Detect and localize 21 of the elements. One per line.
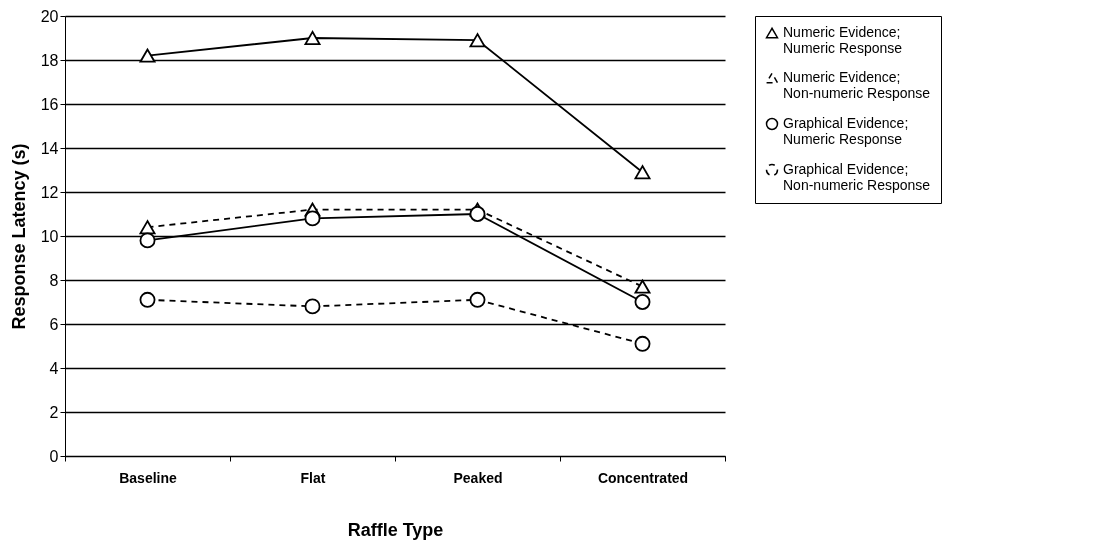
x-tick-label: Peaked: [453, 469, 503, 486]
y-tick-label: 12: [40, 183, 59, 201]
y-tick-label: 8: [49, 271, 59, 289]
y-tick-label: 6: [49, 315, 59, 333]
legend-label: Graphical Evidence; Numeric Response: [783, 115, 909, 147]
y-tick-label: 20: [40, 7, 59, 25]
y-axis-title: Response Latency (s): [8, 143, 29, 330]
x-tick-label: Flat: [300, 469, 326, 486]
y-tick-label: 4: [49, 359, 59, 377]
y-tick-label: 14: [40, 139, 59, 157]
y-tick-label: 10: [40, 227, 59, 245]
x-axis-title: Raffle Type: [347, 519, 444, 540]
x-tick-label: Baseline: [119, 469, 177, 486]
legend-label: Numeric Evidence; Non-numeric Response: [783, 69, 931, 101]
y-tick-label: 16: [40, 95, 59, 113]
x-tick-label: Concentrated: [597, 469, 689, 486]
y-tick-label: 18: [40, 51, 59, 69]
y-tick-label: 2: [49, 403, 59, 421]
legend-label: Graphical Evidence; Non-numeric Response: [783, 161, 931, 193]
y-tick-label: 0: [49, 447, 59, 465]
legend-label: Numeric Evidence; Numeric Response: [783, 24, 903, 56]
